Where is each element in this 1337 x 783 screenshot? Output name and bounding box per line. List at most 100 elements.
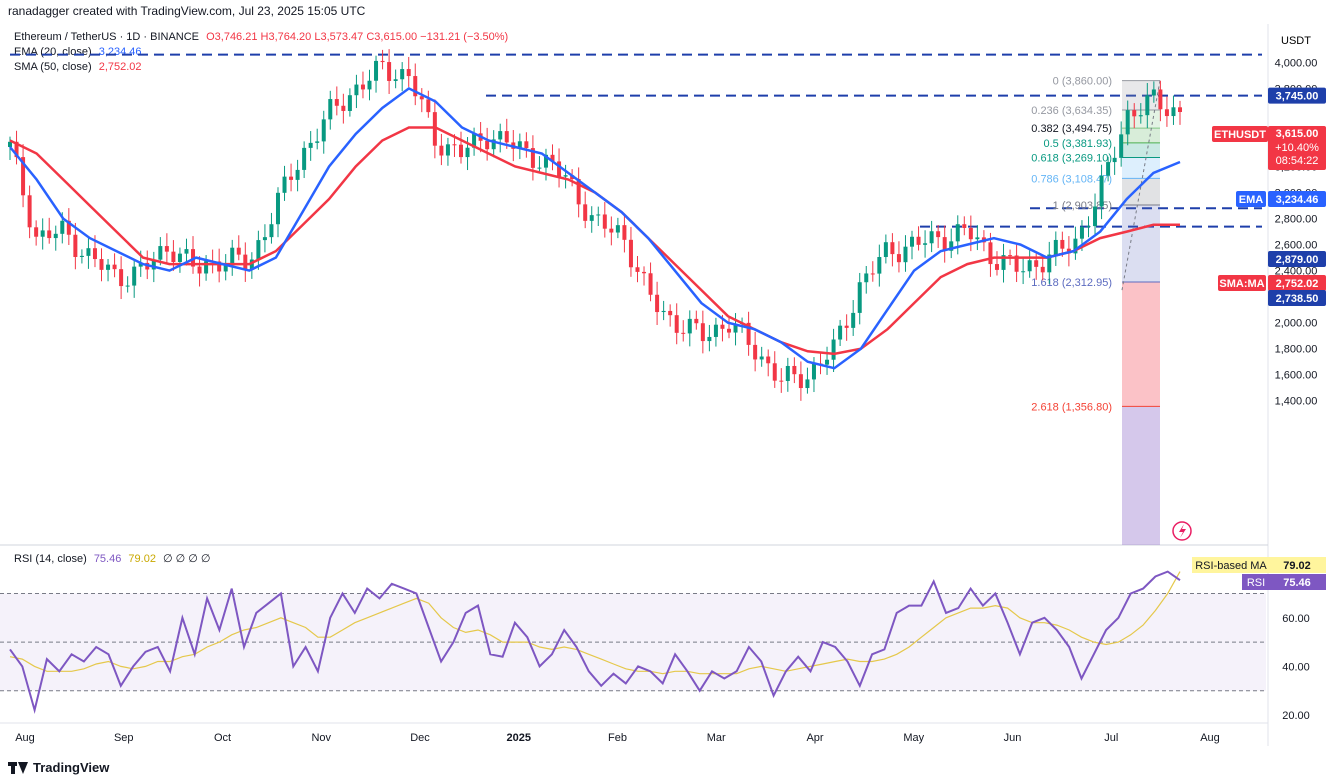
time-tick-label: 2025 [507, 732, 531, 744]
fib-level-label: 0.786 (3,108.47) [1031, 173, 1112, 185]
candle-body [406, 69, 411, 77]
time-tick-label: Mar [707, 732, 726, 744]
candle-body [151, 259, 156, 270]
sma-tag: SMA:MA [1219, 278, 1264, 290]
fib-level-label: 1 (2,903.85) [1053, 200, 1112, 212]
candle-body [674, 315, 679, 333]
ohlc-values: O3,746.21 H3,764.20 L3,573.47 C3,615.00 … [206, 31, 509, 43]
time-tick-label: Jul [1104, 732, 1118, 744]
candle-body [550, 154, 555, 162]
fib-level-label: 0.382 (3,494.75) [1031, 123, 1112, 135]
candle-body [785, 365, 790, 381]
time-axis[interactable]: Aug Sep Oct Nov Dec 2025 Feb Mar Apr May Jun Jul Aug [15, 732, 1220, 744]
rsi-ma-tag: RSI-based MA [1195, 560, 1267, 572]
rsi-legend[interactable]: RSI (14, close) 75.46 79.02 ∅ ∅ ∅ ∅ [14, 552, 211, 565]
price-tick-label: 2,600.00 [1275, 240, 1318, 252]
ema-badge: 3,234.46 [1276, 194, 1319, 206]
candle-body [524, 141, 529, 149]
candle-body [426, 99, 431, 113]
rsi-ma-line [9, 571, 1181, 675]
candle-body [517, 141, 522, 149]
price-tick-label: 4,000.00 [1275, 57, 1318, 69]
candle-body [177, 253, 182, 262]
candle-body [805, 379, 810, 389]
candle-body [86, 248, 91, 256]
rsi-axis[interactable]: 60.00 40.00 20.00 [1282, 613, 1310, 722]
candle-body [504, 131, 509, 143]
candle-body [700, 323, 705, 342]
candle-body [308, 142, 313, 148]
ema-tag: EMA [1239, 194, 1264, 206]
time-tick-label: Jun [1004, 732, 1022, 744]
candle-body [759, 356, 764, 360]
candle-body [465, 147, 470, 158]
last-price-badge-bg [1268, 126, 1326, 170]
candle-body [870, 273, 875, 275]
sma-legend[interactable]: SMA (50, close) 2,752.02 [14, 61, 142, 73]
symbol-badge-bg [1212, 126, 1268, 142]
fibonacci-extension[interactable]: 0 (3,860.00) 0.236 (3,634.35) 0.382 (3,494… [1031, 76, 1161, 545]
candle-body [975, 237, 980, 240]
candle-body [295, 169, 300, 180]
time-tick-label: Nov [311, 732, 331, 744]
candle-body [648, 273, 653, 295]
candle-body [635, 267, 640, 272]
candle-body [40, 230, 45, 237]
watermark-header: ranadagger created with TradingView.com,… [8, 4, 366, 18]
candle-body [615, 225, 620, 233]
candle-body [687, 318, 692, 334]
candle-body [138, 262, 143, 267]
sma-badge-bg [1268, 275, 1326, 291]
candle-body [792, 365, 797, 375]
candle-body [328, 99, 333, 120]
lightning-icon[interactable] [1172, 521, 1192, 541]
candle-body [347, 95, 352, 111]
candle-body [1171, 107, 1176, 117]
time-tick-label: Dec [410, 732, 430, 744]
candle-body [47, 230, 52, 239]
candle-body [766, 356, 771, 364]
candle-body [249, 259, 254, 270]
candle-body [929, 231, 934, 244]
candle-body [936, 231, 941, 238]
fib-level-label: 0.5 (3,381.93) [1044, 138, 1113, 150]
candle-body [537, 167, 542, 169]
candle-body [132, 266, 137, 286]
candle-body [988, 242, 993, 265]
candle-body [557, 161, 562, 177]
candle-body [53, 233, 58, 239]
level-badge: 2,738.50 [1276, 293, 1319, 305]
price-tick-label: 2,000.00 [1275, 318, 1318, 330]
tradingview-logo[interactable]: TradingView [8, 760, 109, 775]
candle-body [877, 257, 882, 274]
candle-body [315, 141, 320, 143]
sma-tag-bg [1218, 275, 1266, 291]
rsi-value-bg [1268, 574, 1326, 590]
candle-body [642, 271, 647, 274]
candle-body [419, 96, 424, 100]
rsi-legend-value: 75.46 [93, 553, 122, 565]
price-axis[interactable]: 4,000.003,800.003,400.003,200.003,000.00… [1275, 57, 1318, 407]
fib-level-label: 0.236 (3,634.35) [1031, 105, 1112, 117]
price-tick-label: 1,600.00 [1275, 370, 1318, 382]
level-badge-bg [1268, 251, 1326, 267]
candle-body [831, 339, 836, 360]
candle-body [1132, 110, 1137, 117]
candle-body [459, 144, 464, 158]
candle-body [491, 139, 496, 150]
candle-body [1158, 89, 1163, 110]
candle-body [472, 133, 477, 148]
candle-body [576, 179, 581, 205]
candle-body [825, 359, 830, 365]
symbol-legend[interactable]: Ethereum / TetherUS · 1D · BINANCE O3,74… [14, 31, 508, 43]
candle-body [223, 263, 228, 272]
time-tick-label: May [903, 732, 924, 744]
candle-body [661, 310, 666, 313]
level-badge: 3,745.00 [1276, 91, 1319, 103]
rsi-legend-label: RSI (14, close) [14, 553, 87, 565]
candle-body [1099, 175, 1104, 207]
candle-body [851, 312, 856, 328]
candle-body [1047, 254, 1052, 273]
fib-zone [1122, 281, 1160, 407]
